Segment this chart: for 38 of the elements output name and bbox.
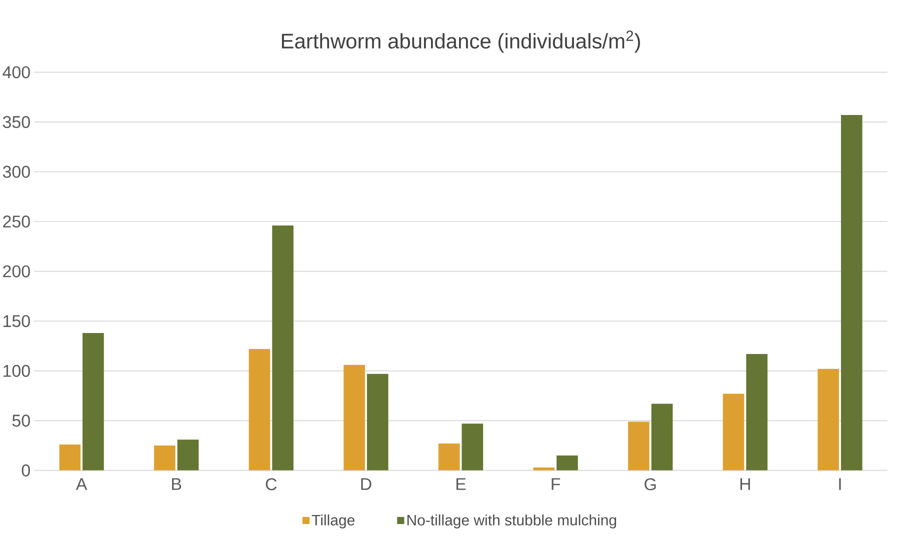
bar bbox=[746, 354, 768, 470]
x-tick-label: G bbox=[644, 478, 656, 490]
y-tick-label: 250 bbox=[3, 216, 30, 228]
y-tick-label: 150 bbox=[4, 315, 30, 328]
bar bbox=[366, 374, 388, 470]
x-tick-label: I bbox=[839, 478, 841, 490]
x-tick-label: A bbox=[76, 478, 88, 490]
bar bbox=[82, 333, 104, 470]
x-tick-label: B bbox=[172, 478, 182, 490]
y-tick-label: 50 bbox=[12, 414, 30, 427]
bar bbox=[344, 364, 365, 470]
bar bbox=[628, 422, 650, 470]
x-tick-label: H bbox=[740, 478, 750, 490]
legend-label: No-tillage with stubble mulching bbox=[407, 514, 616, 528]
x-tick-label: D bbox=[361, 478, 372, 490]
bar bbox=[556, 455, 578, 470]
x-tick-label: E bbox=[456, 478, 466, 490]
x-tick-label: F bbox=[552, 478, 560, 490]
bar bbox=[840, 115, 862, 470]
bar bbox=[651, 404, 673, 470]
y-tick-label: 400 bbox=[2, 66, 30, 78]
y-tick-label: 200 bbox=[3, 265, 30, 278]
bar bbox=[818, 368, 839, 470]
y-tick-label: 300 bbox=[2, 166, 30, 178]
y-tick-label: 0 bbox=[22, 464, 30, 476]
bar bbox=[248, 348, 270, 470]
chart-title: Earthworm abundance (individuals/m$^{2}$) bbox=[282, 30, 640, 53]
bar bbox=[722, 394, 744, 470]
bar bbox=[462, 424, 484, 470]
bar bbox=[272, 226, 294, 470]
y-tick-label: 100 bbox=[4, 364, 30, 377]
bar bbox=[177, 440, 199, 470]
bar bbox=[438, 444, 460, 470]
legend-label: Tillage bbox=[312, 514, 354, 528]
x-tick-label: C bbox=[266, 478, 277, 490]
bar bbox=[154, 446, 176, 470]
y-tick-label: 350 bbox=[2, 116, 30, 128]
bar bbox=[59, 444, 81, 470]
